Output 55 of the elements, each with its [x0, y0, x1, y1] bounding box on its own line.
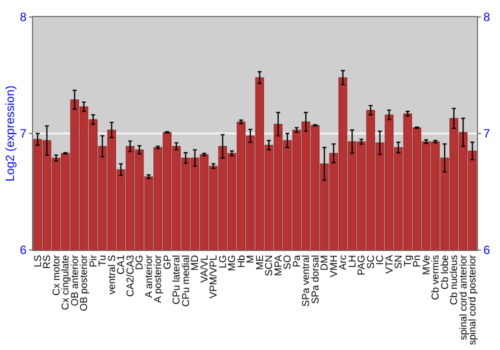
- x-tick-label: ventral S: [106, 254, 118, 294]
- x-tick-label: A posterior: [153, 254, 164, 303]
- x-tick-label: Cb nucleus: [449, 255, 460, 306]
- x-tick-label: DM: [320, 255, 331, 271]
- x-tick-label: Cb lobe: [440, 254, 451, 290]
- x-tick-label: CPu medial: [180, 255, 192, 307]
- x-tick-label: Cx cingulate: [60, 254, 72, 310]
- y2-tick-label: 6: [483, 243, 490, 258]
- x-tick-label: M: [246, 255, 257, 264]
- x-tick-label: VTA: [384, 254, 396, 274]
- x-tick-label: MD: [190, 255, 202, 271]
- x-tick-label: Pir: [88, 254, 100, 268]
- x-tick-label: LG: [218, 254, 229, 268]
- y2-tick-label: 7: [483, 126, 490, 141]
- x-tick-label: Cx motor: [51, 254, 62, 296]
- x-tick-label: VA/VL: [199, 254, 210, 283]
- x-tick-label: Tg: [402, 255, 414, 267]
- x-tick-label: A anterior: [144, 254, 155, 298]
- x-tick-label: VPM/VPL: [208, 254, 220, 298]
- x-tick-label: ME: [254, 254, 266, 270]
- y-tick-label: 6: [20, 243, 27, 258]
- y2-tick-label: 8: [483, 10, 490, 24]
- x-tick-label: Pn: [412, 255, 424, 268]
- x-tick-label: Arc: [338, 255, 350, 270]
- x-tick-label: spinal cord posterior: [468, 254, 479, 346]
- x-tick-label: Hb: [236, 254, 248, 268]
- x-tick-label: Cb vermis: [430, 255, 442, 300]
- x-tick-label: SC: [366, 255, 377, 269]
- x-tick-label: IC: [375, 255, 386, 265]
- y-tick-label: 8: [20, 10, 27, 24]
- x-tick-label: DG: [134, 254, 146, 270]
- x-tick-label: SPa ventral: [301, 255, 312, 307]
- x-tick-label: MPA: [273, 254, 284, 276]
- x-tick-label: CPu lateral: [172, 255, 183, 304]
- x-tick-label: VMH: [328, 255, 340, 278]
- y-tick-label: 7: [20, 126, 27, 141]
- x-tick-label: spinal cord anterior: [458, 254, 470, 340]
- x-tick-label: CA1: [116, 254, 128, 274]
- x-tick-label: Tu: [98, 255, 109, 266]
- x-tick-label: RS: [42, 254, 54, 269]
- x-tick-label: Pa: [292, 254, 303, 268]
- x-tick-label: PAG: [356, 254, 368, 276]
- x-tick-label: CA2/CA3: [125, 254, 136, 297]
- x-tick-label: OB anterior: [70, 254, 81, 306]
- x-tick-label: MVe: [421, 254, 432, 276]
- x-tick-label: SPa dorsal: [310, 255, 322, 304]
- x-tick-label: LH: [347, 255, 358, 268]
- x-tick-label: LS: [32, 254, 44, 268]
- y-axis-title: Log2 (expression): [3, 85, 18, 182]
- x-tick-label: GP: [162, 254, 174, 270]
- x-tick-label: SCN: [264, 255, 276, 276]
- x-tick-label: OB posterior: [79, 254, 90, 312]
- x-tick-label: MG: [227, 254, 238, 272]
- x-tick-label: SN: [394, 255, 405, 269]
- x-tick-label: SO: [282, 254, 294, 270]
